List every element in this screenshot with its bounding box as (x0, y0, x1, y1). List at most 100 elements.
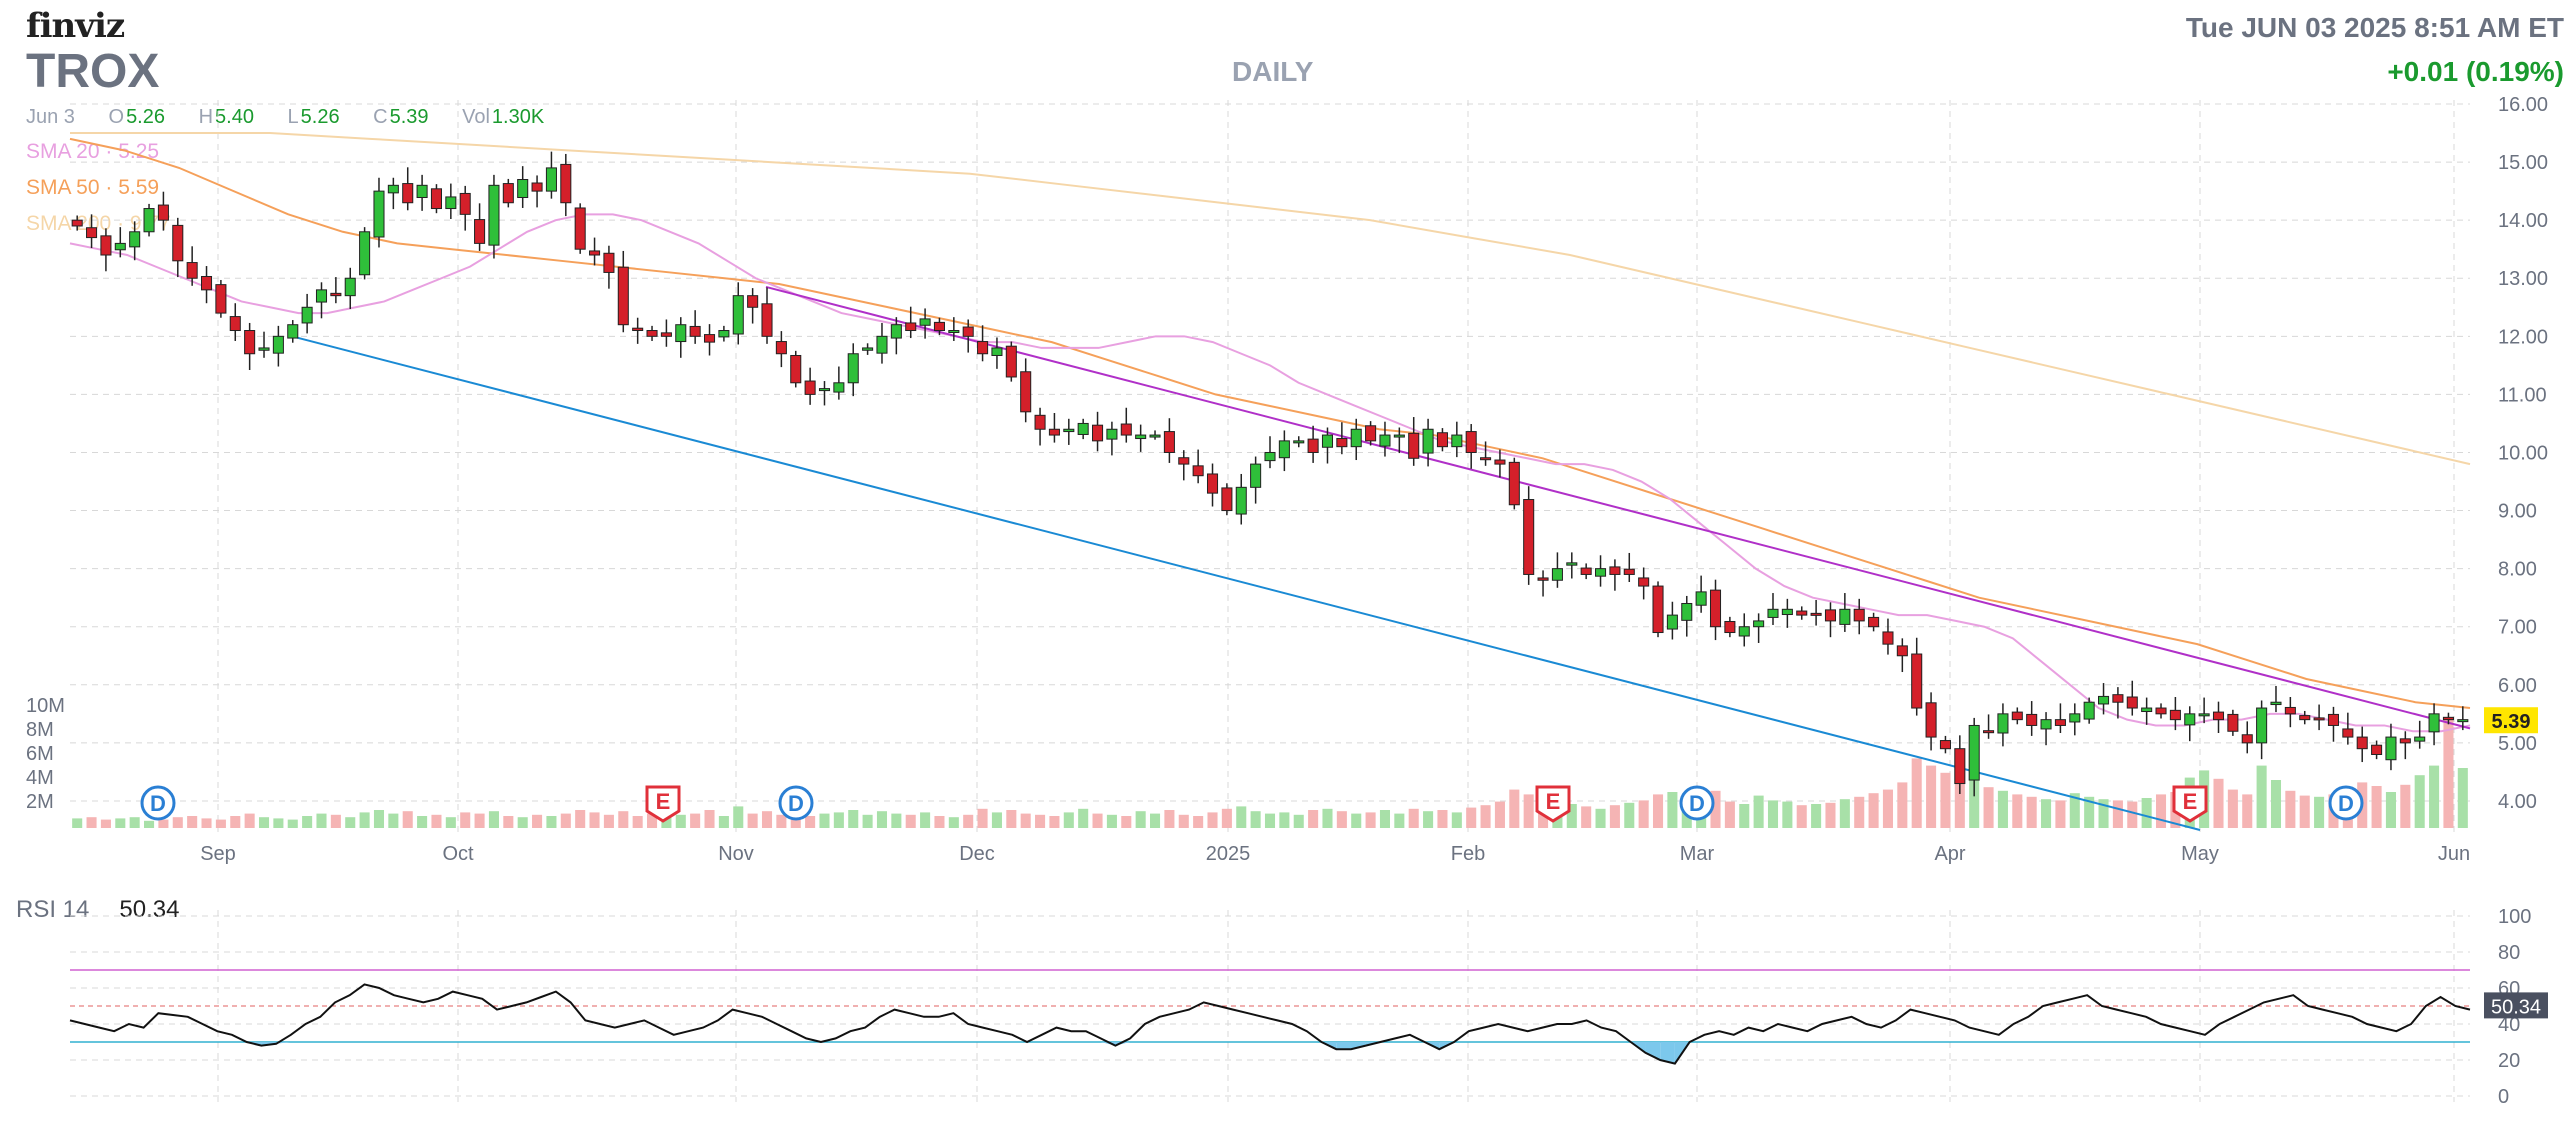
volume-bar (532, 814, 543, 828)
volume-bar (302, 816, 313, 828)
candle-body (1623, 568, 1635, 575)
rsi-value-badge-label: 50.34 (2491, 996, 2541, 1018)
candle-body (1983, 730, 1995, 734)
volume-bar (2457, 768, 2468, 828)
candle-body (1853, 608, 1865, 622)
volume-bar (417, 816, 428, 828)
volume-tick-label: 6M (26, 743, 54, 765)
volume-bar (1322, 808, 1333, 828)
price-tick-label: 13.00 (2498, 268, 2548, 290)
candle-body (373, 190, 385, 238)
candle-body (129, 231, 141, 248)
volume-bar (1724, 801, 1735, 828)
volume-value: 1.30K (491, 106, 545, 128)
lower-trendline (291, 335, 2201, 831)
earnings-marker (2172, 785, 2208, 823)
candle-body (1839, 608, 1851, 625)
candle-body (617, 266, 629, 326)
candle-body (1681, 602, 1693, 621)
candle-body (287, 324, 299, 339)
rsi-tick-label: 40 (2498, 1014, 2520, 1036)
volume-bar (1739, 804, 1750, 828)
candle-body (1077, 422, 1089, 435)
sma50-value: 5.59 (118, 176, 160, 199)
volume-tick-label: 4M (26, 767, 54, 789)
candle-body (1350, 428, 1362, 448)
price-tick-label: 5.00 (2498, 733, 2537, 755)
volume-bar (1365, 812, 1376, 828)
volume-bar (2112, 800, 2123, 828)
volume-bar (187, 816, 198, 828)
volume-bar (2041, 799, 2052, 828)
volume-bar (747, 813, 758, 828)
volume-bar (876, 811, 888, 828)
volume-bar (2414, 775, 2425, 828)
rsi-tick-label: 80 (2498, 942, 2520, 964)
candle-body (2241, 734, 2253, 744)
candle-body (1925, 702, 1937, 738)
volume-bar (963, 814, 974, 828)
candle-body (100, 235, 112, 256)
volume-bar (934, 816, 945, 828)
volume-bar (1020, 813, 1031, 828)
month-label: Apr (1934, 843, 1965, 865)
volume-bar (977, 808, 988, 828)
candle-body (2126, 696, 2138, 709)
volume-bar (575, 810, 586, 828)
volume-bar (1423, 811, 1434, 828)
candle-body (517, 179, 529, 199)
volume-bar (402, 811, 413, 828)
candle-body (86, 227, 98, 239)
candle-body (1968, 724, 1980, 781)
volume-bar (144, 820, 155, 828)
dividend-marker-label: D (1689, 791, 1705, 816)
candle-body (215, 284, 227, 314)
low-value: 5.26 (300, 106, 340, 128)
candle-body (1235, 486, 1247, 515)
candle-body (1638, 577, 1650, 587)
candle-body (977, 341, 989, 355)
volume-bar (1753, 795, 1764, 828)
price-chart[interactable]: 16.00 15.00 14.00 13.00 12.00 11.00 10.00 9.00 8… (0, 0, 2574, 870)
volume-bar (1897, 782, 1908, 828)
dividend-marker (140, 785, 176, 821)
candle-body (718, 330, 730, 338)
volume-bar (1336, 811, 1347, 828)
rsi-oversold-fill (1645, 1042, 1661, 1060)
candle-body (1451, 434, 1463, 448)
volume-bar (330, 814, 341, 828)
price-tick-label: 10.00 (2498, 442, 2548, 464)
price-tick-label: 16.00 (2498, 94, 2548, 116)
rsi-tick-label: 100 (2498, 906, 2531, 928)
month-label: Oct (442, 843, 474, 865)
volume-bar (1538, 805, 1549, 828)
rsi-tick-label: 0 (2498, 1086, 2509, 1108)
candle-body (272, 335, 284, 354)
volume-bar (2155, 794, 2167, 828)
candle-body (1551, 568, 1563, 581)
volume-bar (1207, 812, 1218, 828)
finviz-logo[interactable]: finviz (26, 6, 125, 46)
volume-tick-label: 10M (26, 695, 65, 717)
sma50-legend[interactable]: SMA 50 · 5.59 (26, 176, 160, 199)
candle-body (229, 316, 241, 332)
candle-body (200, 275, 213, 291)
candle-body (1048, 428, 1060, 436)
volume-bar (517, 817, 528, 828)
candle-body (2457, 719, 2469, 723)
candle-body (804, 380, 816, 395)
price-change: +0.01 (0.19%) (2387, 56, 2564, 87)
candle-body (732, 295, 744, 335)
candle-body (2428, 713, 2440, 733)
volume-bar (2242, 794, 2253, 828)
sma20-line (69, 213, 2471, 733)
candle-body (1911, 653, 1923, 709)
price-tick-label: 12.00 (2498, 326, 2548, 348)
volume-bar (1566, 804, 1577, 828)
candle-body (948, 330, 960, 334)
volume-bar (1351, 813, 1362, 828)
volume-bar (905, 814, 916, 828)
volume-bar (460, 812, 471, 828)
rsi-line (69, 983, 2471, 1065)
